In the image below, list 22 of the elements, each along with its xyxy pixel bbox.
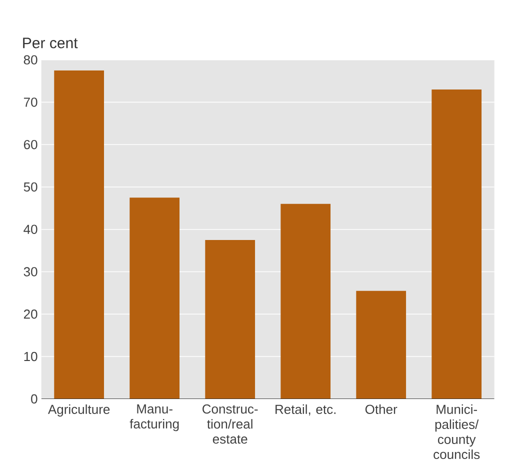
bar [432, 90, 482, 400]
y-tick-label: 0 [31, 394, 38, 404]
x-tick-label: Construc-tion/real estate [202, 404, 258, 444]
y-tick-label: 80 [24, 55, 38, 65]
y-tick-label: 70 [24, 98, 38, 108]
x-tick-label: Retail, etc. [276, 404, 336, 416]
x-tick-label: Agriculture [48, 404, 110, 417]
x-tick-label: Other [365, 404, 398, 414]
bar [356, 291, 406, 400]
x-tick-label: Munici-palities/ county councils [434, 404, 480, 460]
bar [280, 204, 331, 400]
y-tick-label: 30 [24, 267, 38, 277]
y-tick-label: 50 [24, 182, 38, 192]
bar [54, 70, 104, 400]
y-tick-label: 20 [24, 310, 38, 319]
bar [205, 240, 256, 400]
y-tick-label: 60 [24, 140, 38, 150]
x-tick-label: Manu-facturing [130, 404, 179, 432]
y-tick-label: 40 [24, 224, 38, 234]
y-axis-title: Per cent [23, 38, 78, 48]
y-tick-label: 10 [24, 352, 38, 362]
bar [130, 198, 180, 400]
